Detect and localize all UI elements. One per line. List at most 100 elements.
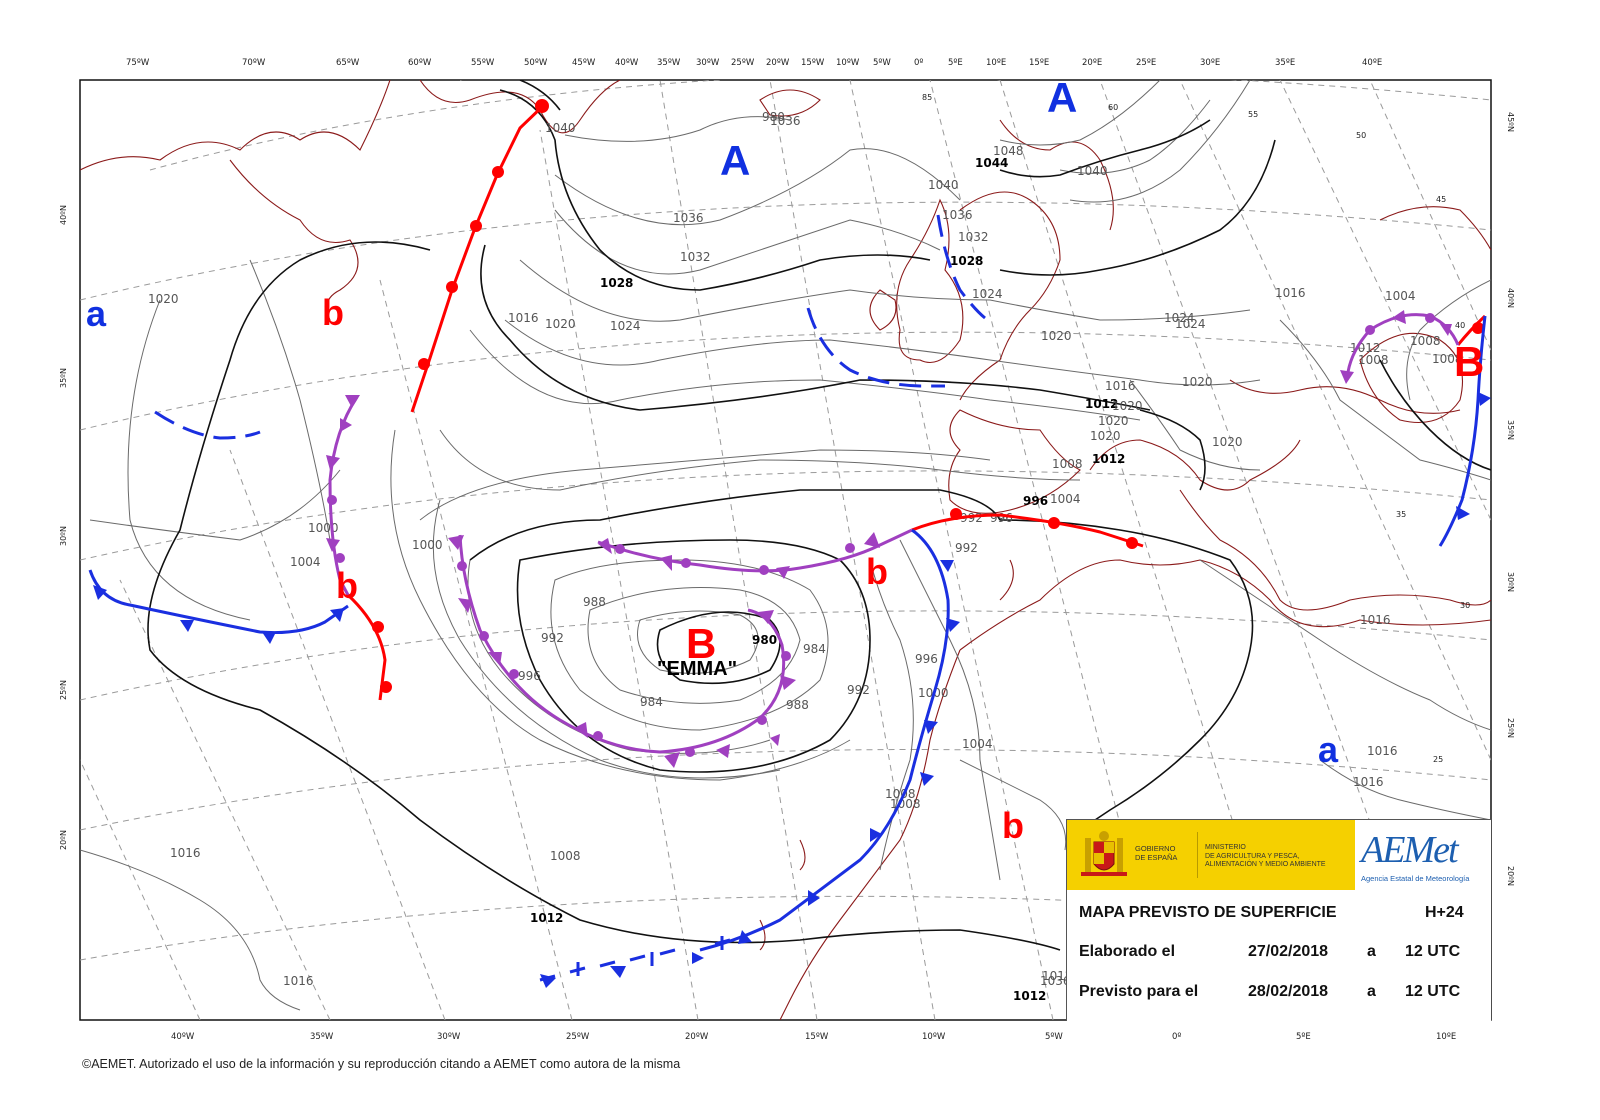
isobar-label: 1032 xyxy=(958,230,989,244)
isobar-label: 1016 xyxy=(1360,613,1391,627)
isobar-label: 1016 xyxy=(170,846,201,860)
isobar-label: 1004 xyxy=(290,555,321,569)
isobar-label: 1008 xyxy=(1052,457,1083,471)
isobar-label: 984 xyxy=(640,695,663,709)
occluded-front-west xyxy=(326,395,360,596)
isobar-label: 1028 xyxy=(600,276,633,290)
ministry-label: MINISTERIO DE AGRICULTURA Y PESCA, ALIME… xyxy=(1205,844,1326,870)
isobar-label: 1024 xyxy=(972,287,1003,301)
isobar-label: 1004 xyxy=(1050,492,1081,506)
graticule xyxy=(80,80,1491,1020)
low-center-label: b xyxy=(1002,805,1024,846)
isobar-label: 1008 xyxy=(1410,334,1441,348)
bottom-lon-label: 40ºW xyxy=(171,1032,195,1042)
low-center-label: b xyxy=(866,551,888,592)
bottom-lon-label: 30ºW xyxy=(437,1032,461,1042)
low-center-label: b xyxy=(336,565,358,606)
bottom-lon-label: 10ºE xyxy=(1436,1032,1456,1042)
isobar-label: 996 xyxy=(1023,494,1048,508)
isobar-label: 1024 xyxy=(610,319,641,333)
inner-lat-label: 55 xyxy=(1248,110,1258,119)
inner-lat-label: 40 xyxy=(1455,321,1465,330)
left-lat-label: 35ºN xyxy=(59,368,68,388)
isobar-label: 1016 xyxy=(1353,775,1384,789)
isobar-label: 1016 xyxy=(1105,379,1136,393)
left-latitude-labels: 40ºN 35ºN 30ºN 25ºN 20ºN xyxy=(59,205,68,850)
right-lat-label: 40ºN xyxy=(1506,288,1515,308)
top-lon-label: 15ºW xyxy=(801,58,825,68)
divider xyxy=(1197,832,1198,878)
isobar-label: 1020 xyxy=(1112,399,1143,413)
isobar-label: 980 xyxy=(752,633,777,647)
left-lat-label: 30ºN xyxy=(59,526,68,546)
top-longitude-labels: 75ºW 70ºW 65ºW 60ºW 55ºW 50ºW 45ºW 40ºW … xyxy=(126,58,1382,68)
made-time: 12 UTC xyxy=(1405,943,1461,960)
isobar-label: 1020 xyxy=(1182,375,1213,389)
low-center-label: b xyxy=(322,292,344,333)
occluded-front-emma xyxy=(448,528,913,768)
low-center-label: B xyxy=(686,620,716,667)
isobar-label: 996 xyxy=(990,511,1013,525)
top-lon-label: 25ºW xyxy=(731,58,755,68)
isobar-label: 1024 xyxy=(1175,317,1206,331)
inner-lat-label: 45 xyxy=(1436,195,1446,204)
isobar-label: 1024 xyxy=(1164,311,1195,325)
gov-line-1: GOBIERNO xyxy=(1135,844,1176,853)
ministry-line-1: MINISTERIO xyxy=(1205,844,1246,851)
high-center-label: a xyxy=(86,293,107,334)
top-lon-label: 75ºW xyxy=(126,58,150,68)
isobar-label: 1036 xyxy=(942,208,973,222)
bottom-lon-label: 15ºW xyxy=(805,1032,829,1042)
isobar-label: 1020 xyxy=(545,317,576,331)
isobar-label: 1036 xyxy=(1040,974,1071,988)
isobar-label: 1032 xyxy=(680,250,711,264)
top-lon-label: 55ºW xyxy=(471,58,495,68)
storm-name-label: "EMMA" xyxy=(657,658,737,680)
inner-lat-label: 25 xyxy=(1433,755,1443,764)
isobar-label: 1012 xyxy=(1092,452,1125,466)
government-band: GOBIERNO DE ESPAÑA MINISTERIO DE AGRICUL… xyxy=(1067,820,1355,890)
top-lon-label: 40ºW xyxy=(615,58,639,68)
cold-front-east xyxy=(1438,315,1491,547)
warm-front-iberia xyxy=(911,508,1144,549)
top-lon-label: 60ºW xyxy=(408,58,432,68)
made-date: 27/02/2018 xyxy=(1248,943,1329,960)
inner-latitude-labels: 85 60 55 50 45 40 35 30 25 xyxy=(922,93,1470,764)
high-center-label: A xyxy=(720,137,750,184)
copyright-footer: ©AEMET. Autorizado el uso de la informac… xyxy=(82,1057,681,1071)
cold-front-frontogenesis xyxy=(539,936,731,988)
isobar-label: 1020 xyxy=(1090,429,1121,443)
gov-line-2: DE ESPAÑA xyxy=(1135,853,1178,862)
right-lat-label: 30ºN xyxy=(1506,572,1515,592)
valid-a: a xyxy=(1367,983,1376,1000)
bottom-lon-label: 5ºE xyxy=(1296,1032,1311,1042)
isobar-label: 996 xyxy=(518,669,541,683)
aemet-subtitle: Agencia Estatal de Meteorología xyxy=(1361,874,1470,883)
high-center-label: a xyxy=(1318,729,1339,770)
isobar-label: 1040 xyxy=(545,121,576,135)
isobars-thin xyxy=(80,80,1491,1011)
coastlines xyxy=(80,80,1491,1020)
isobar-label: 1048 xyxy=(993,144,1024,158)
ministry-line-3: ALIMENTACIÓN Y MEDIO AMBIENTE xyxy=(1205,861,1326,868)
right-lat-label: 35ºN xyxy=(1506,420,1515,440)
bottom-lon-label: 35ºW xyxy=(310,1032,334,1042)
valid-date: 28/02/2018 xyxy=(1248,983,1329,1000)
bottom-lon-label: 10ºW xyxy=(922,1032,946,1042)
top-lon-label: 30ºE xyxy=(1200,58,1220,68)
isobar-label: 1012 xyxy=(1042,969,1073,983)
top-lon-label: 40ºE xyxy=(1362,58,1382,68)
valid-time: 12 UTC xyxy=(1405,983,1461,1000)
top-lon-label: 25ºE xyxy=(1136,58,1156,68)
right-latitude-labels: 45ºN 40ºN 35ºN 30ºN 25ºN 20ºN xyxy=(1506,112,1515,886)
cold-front-iberia xyxy=(692,528,960,964)
warm-front-east xyxy=(1456,314,1487,346)
left-lat-label: 40ºN xyxy=(59,205,68,225)
isobar-label: 1000 xyxy=(412,538,443,552)
inner-lat-label: 35 xyxy=(1396,510,1406,519)
bottom-lon-label: 20ºW xyxy=(685,1032,709,1042)
isobar-label: 1016 xyxy=(508,311,539,325)
isobar-label: 992 xyxy=(955,541,978,555)
pressure-centers: A A a a B B b b b b "EMMA" xyxy=(86,80,1484,846)
isobar-label: 1020 xyxy=(1098,414,1129,428)
